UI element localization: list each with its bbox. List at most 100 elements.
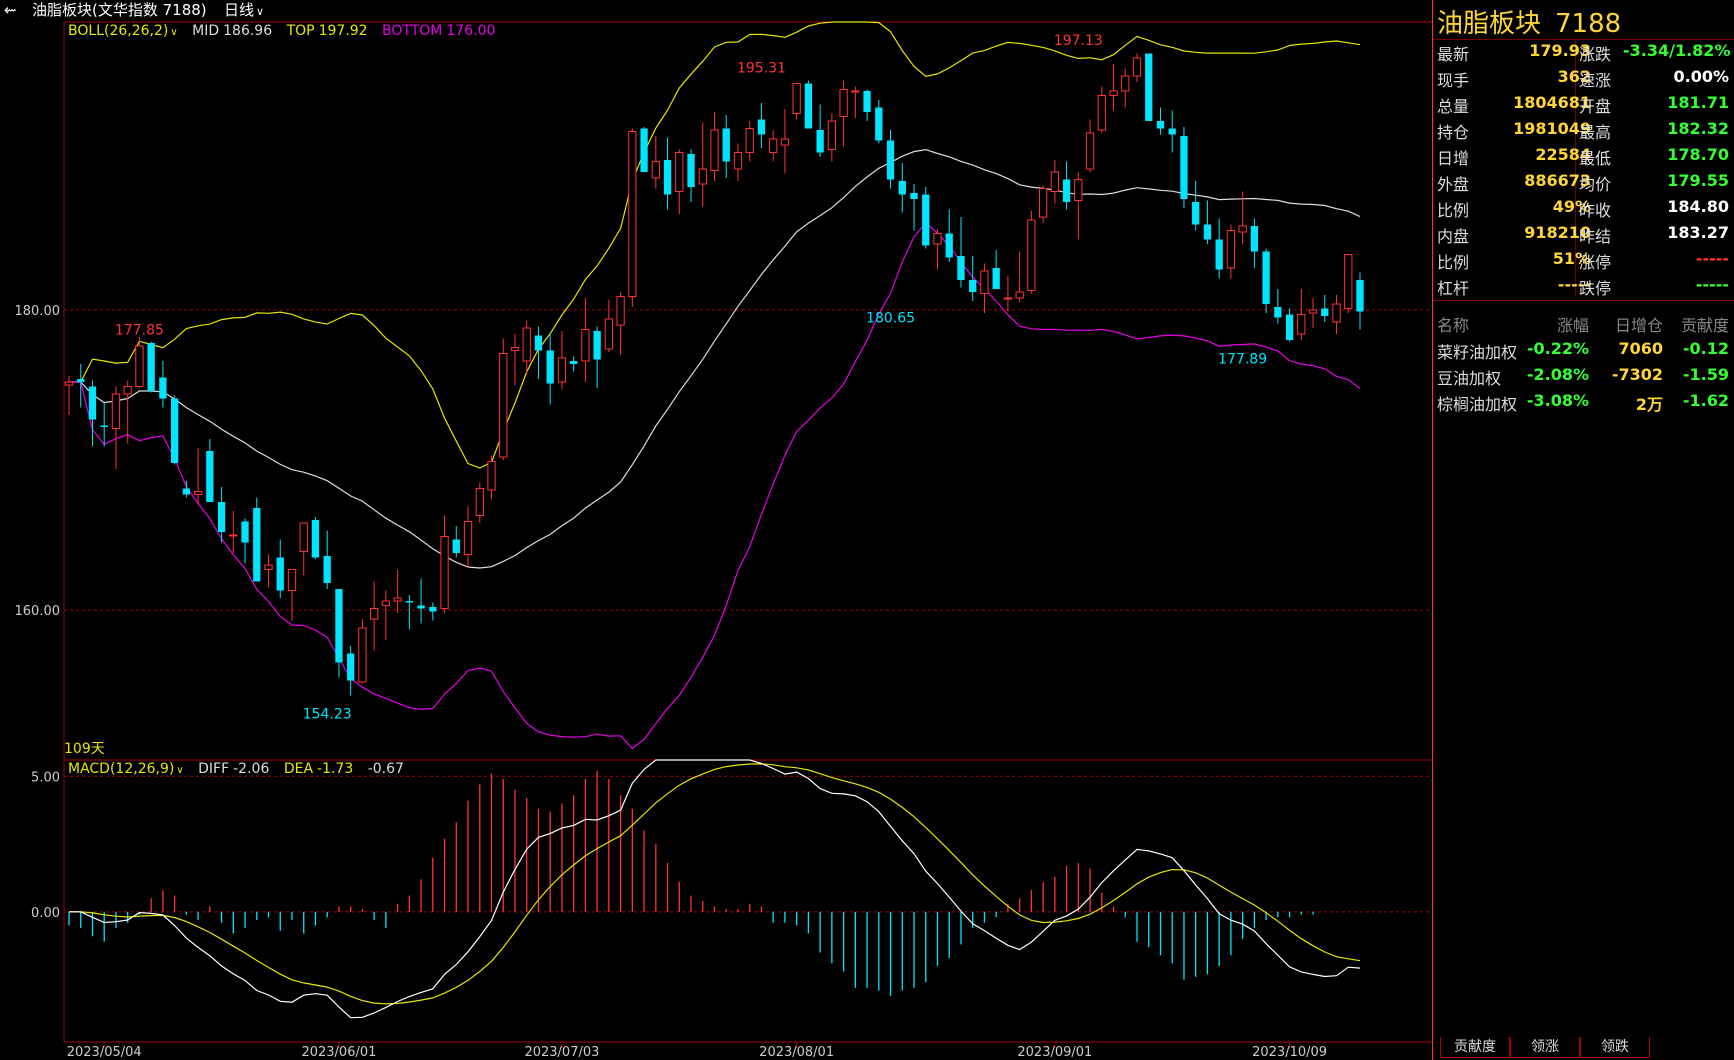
candle <box>1085 119 1095 172</box>
candle-body <box>370 608 379 620</box>
candle-body <box>546 350 554 384</box>
candle <box>546 332 554 405</box>
candles[interactable] <box>64 53 1364 696</box>
link-icon[interactable]: ⇜ <box>4 1 17 19</box>
boll-mid-label: MID <box>192 23 220 39</box>
candle <box>722 115 730 178</box>
candle-body <box>663 160 672 195</box>
candle <box>440 515 449 613</box>
dea-line <box>69 763 1361 1005</box>
candle-body <box>1180 136 1188 199</box>
candle-body <box>722 128 730 162</box>
quote-label: 速涨 <box>1579 71 1612 90</box>
candle <box>1168 110 1176 153</box>
date-axis: 2023/05/04 2023/06/01 2023/07/03 2023/08/01… <box>67 1042 1327 1060</box>
col-change: 涨幅 <box>1556 316 1589 335</box>
candle <box>475 482 484 523</box>
candle-body <box>992 268 1000 289</box>
quote-label: 涨跌 <box>1579 45 1612 64</box>
candle-body <box>1250 226 1259 252</box>
diff-line <box>69 759 1361 1019</box>
candle-body <box>945 233 953 258</box>
col-contribution: 贡献度 <box>1680 316 1729 335</box>
candle-body <box>957 256 965 280</box>
chevron-down-icon[interactable]: ∨ <box>176 765 184 776</box>
kline-chart[interactable]: 180.00 160.00 177.85 154.23 195.31 180.65 197… <box>0 0 1432 1060</box>
tab-leading-down[interactable]: 领跌 <box>1580 1037 1650 1058</box>
candle-body <box>534 335 543 351</box>
candle <box>429 602 437 621</box>
contrib-row[interactable]: 豆油加权 -2.08% -7302 -1.59 <box>1433 365 1734 391</box>
date-label: 2023/08/01 <box>759 1045 834 1060</box>
candle-body <box>780 138 790 146</box>
chevron-down-icon[interactable]: ∨ <box>170 27 178 38</box>
candle <box>123 380 132 444</box>
tab-contribution[interactable]: 贡献度 <box>1440 1037 1510 1058</box>
quote-value: 183.27 <box>1667 223 1729 242</box>
tab-leading-up[interactable]: 领涨 <box>1510 1037 1580 1058</box>
candle <box>534 326 543 379</box>
period-label: 日线 <box>224 1 255 19</box>
contrib-name: 菜籽油加权 <box>1437 343 1518 362</box>
high-label: 177.85 <box>115 322 164 338</box>
candle-body <box>499 353 508 458</box>
candle <box>417 578 425 624</box>
instrument-code: 7188 <box>1555 9 1622 39</box>
candle <box>510 334 520 385</box>
candle-body <box>804 83 813 129</box>
period-selector[interactable]: 日线 ∨ <box>224 0 264 20</box>
candle-body <box>510 347 520 351</box>
boll-top-value: 197.92 <box>318 23 368 39</box>
candle-body <box>135 345 144 387</box>
quote-value: 886673 <box>1524 171 1591 190</box>
candle <box>323 530 331 589</box>
quote-row: 最新 179.93 涨跌 -3.34/1.82% <box>1433 41 1734 67</box>
candle-body <box>1085 132 1095 170</box>
quote-value: 1804681 <box>1513 93 1591 112</box>
chart-frame <box>63 21 1432 1043</box>
candle <box>358 619 367 684</box>
candle-body <box>64 381 74 386</box>
boll-bottom-line <box>69 222 1361 750</box>
quote-value: 184.80 <box>1667 197 1729 216</box>
candle-body <box>170 398 179 463</box>
candle <box>710 112 719 181</box>
low-label: 154.23 <box>303 707 352 723</box>
contrib-change: -2.08% <box>1526 365 1589 384</box>
candle <box>159 361 167 408</box>
date-label: 2023/10/09 <box>1252 1045 1327 1060</box>
candle <box>77 364 85 408</box>
candle-body <box>358 627 367 683</box>
quote-value: ----- <box>1557 275 1591 294</box>
quote-value: ----- <box>1695 249 1729 268</box>
candle <box>640 127 648 172</box>
candle <box>1250 218 1259 268</box>
contrib-row[interactable]: 菜籽油加权 -0.22% 7060 -0.12 <box>1433 339 1734 365</box>
instrument-name: 油脂板块 <box>1437 9 1542 39</box>
candle <box>193 448 203 504</box>
macd-header[interactable]: MACD(12,26,9) ∨ DIFF -2.06 DEA -1.73 -0.67 <box>68 761 414 777</box>
contrib-change: -0.22% <box>1526 339 1589 358</box>
candle <box>816 104 824 157</box>
quote-label: 最新 <box>1437 45 1470 64</box>
candle-body <box>417 605 425 609</box>
quote-value: -3.34/1.82% <box>1623 41 1731 60</box>
candle <box>980 263 989 313</box>
candle-body <box>1109 90 1118 96</box>
candle <box>217 487 226 543</box>
candle-body <box>1027 219 1036 291</box>
quote-row: 总量 1804681 开盘 181.71 <box>1433 93 1734 119</box>
candle-body <box>570 361 578 364</box>
candle <box>287 569 297 621</box>
candle-body <box>651 161 660 179</box>
quote-value: 179.93 <box>1529 41 1591 60</box>
candle-body <box>1332 303 1341 323</box>
contrib-row[interactable]: 棕榈油加权 -3.08% 2万 -1.62 <box>1433 391 1734 417</box>
candle <box>698 122 707 207</box>
candle-body <box>111 393 121 429</box>
candle <box>593 326 601 388</box>
boll-mid-value: 186.96 <box>223 23 273 39</box>
quote-value: 0.00% <box>1673 67 1729 86</box>
candle <box>1192 181 1200 231</box>
boll-header[interactable]: BOLL(26,26,2) ∨ MID 186.96 TOP 197.92 BOTTO… <box>68 23 505 39</box>
